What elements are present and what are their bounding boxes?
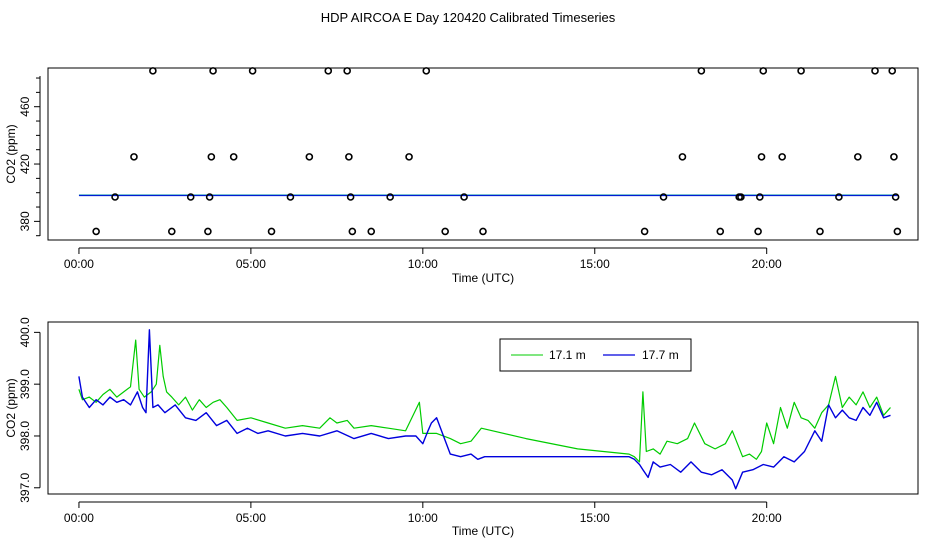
bottom-panel-x-tick-label: 20:00 bbox=[752, 511, 782, 525]
calibration-point bbox=[835, 193, 843, 201]
top-panel-y-axis: 380 420 460 bbox=[18, 76, 41, 237]
calibration-point bbox=[348, 227, 357, 236]
calibration-point bbox=[130, 153, 138, 161]
bottom-panel-y-tick-label: 400.0 bbox=[18, 317, 32, 347]
top-panel-y-tick-label: 460 bbox=[18, 96, 32, 116]
top-panel-x-tick-label: 20:00 bbox=[752, 257, 782, 271]
legend-box bbox=[499, 338, 692, 372]
series-line-17-1-m bbox=[78, 339, 891, 463]
calibration-point bbox=[737, 193, 745, 201]
calibration-point bbox=[204, 227, 212, 236]
calibration-point bbox=[854, 153, 862, 161]
bottom-panel-y-tick-label: 397.0 bbox=[18, 472, 32, 502]
calibration-point bbox=[343, 67, 351, 75]
calibration-point bbox=[797, 67, 805, 75]
top-panel-x-axis-label: Time (UTC) bbox=[452, 271, 514, 285]
calibration-point bbox=[205, 193, 214, 201]
calibration-point bbox=[405, 153, 413, 161]
calibration-point bbox=[286, 193, 295, 201]
calibration-point bbox=[209, 67, 217, 75]
top-panel-x-tick-label: 15:00 bbox=[580, 257, 610, 271]
calibration-point bbox=[305, 153, 314, 161]
calibration-point bbox=[754, 227, 762, 236]
calibration-point bbox=[441, 227, 449, 236]
top-panel-y-axis-label: CO2 (ppm) bbox=[4, 124, 18, 183]
top-panel: 00:00 05:00 10:00 15:00 20:00 380 420 460 Time… bbox=[4, 67, 919, 285]
top-panel-frame bbox=[47, 67, 919, 241]
calibration-point bbox=[386, 193, 394, 201]
bottom-panel-plot-area bbox=[78, 329, 891, 490]
calibration-point bbox=[640, 227, 649, 236]
calibration-point bbox=[92, 227, 100, 236]
calibration-point bbox=[759, 67, 768, 75]
calibration-point bbox=[111, 193, 119, 201]
top-panel-x-axis: 00:00 05:00 10:00 15:00 20:00 bbox=[64, 247, 782, 271]
bottom-panel: 00:00 05:00 10:00 15:00 20:00 397.0 398.0 399.… bbox=[4, 317, 919, 538]
calibration-point bbox=[346, 193, 355, 201]
calibration-point bbox=[229, 153, 238, 161]
calibration-point bbox=[888, 67, 897, 75]
bottom-panel-x-tick-label: 10:00 bbox=[408, 511, 438, 525]
calibration-point bbox=[367, 227, 376, 236]
calibration-point bbox=[778, 153, 786, 161]
calibration-point bbox=[678, 153, 687, 161]
series-line-17-7-m bbox=[78, 329, 891, 490]
top-panel-plot-area bbox=[78, 67, 902, 236]
calibration-point bbox=[460, 193, 468, 201]
calibration-point bbox=[756, 193, 764, 201]
calibration-point bbox=[659, 193, 668, 201]
calibration-point bbox=[324, 67, 333, 75]
top-panel-x-tick-label: 05:00 bbox=[236, 257, 266, 271]
top-panel-x-tick-label: 10:00 bbox=[408, 257, 438, 271]
calibration-point bbox=[345, 153, 353, 161]
legend-label-17-7-m: 17.7 m bbox=[642, 348, 679, 362]
calibration-point bbox=[267, 227, 276, 236]
bottom-panel-x-axis: 00:00 05:00 10:00 15:00 20:00 bbox=[64, 501, 782, 525]
bottom-panel-y-axis-label: CO2 (ppm) bbox=[4, 378, 18, 437]
bottom-panel-y-tick-label: 398.0 bbox=[18, 421, 32, 451]
calibration-point bbox=[891, 193, 900, 201]
figure-title: HDP AIRCOA E Day 120420 Calibrated Times… bbox=[321, 10, 616, 25]
bottom-panel-frame bbox=[47, 321, 919, 495]
top-panel-x-tick-label: 00:00 bbox=[64, 257, 94, 271]
calibration-point bbox=[248, 67, 257, 75]
legend: 17.1 m 17.7 m bbox=[499, 338, 692, 372]
calibration-point bbox=[186, 193, 195, 201]
calibration-point bbox=[422, 67, 431, 75]
calibration-point bbox=[697, 67, 706, 75]
bottom-panel-x-tick-label: 05:00 bbox=[236, 511, 266, 525]
calibration-point bbox=[757, 153, 766, 161]
top-panel-y-tick-label: 380 bbox=[18, 211, 32, 231]
top-panel-y-tick-label: 420 bbox=[18, 154, 32, 174]
calibration-point bbox=[816, 227, 824, 236]
calibration-point bbox=[893, 227, 902, 236]
bottom-panel-y-tick-label: 399.0 bbox=[18, 369, 32, 399]
calibration-point bbox=[871, 67, 879, 75]
calibration-point bbox=[890, 153, 898, 161]
calibration-point bbox=[207, 153, 216, 161]
calibration-point bbox=[149, 67, 157, 75]
calibration-point bbox=[167, 227, 176, 236]
calibration-point bbox=[716, 227, 725, 236]
bottom-panel-y-axis: 397.0 398.0 399.0 400.0 bbox=[18, 317, 41, 503]
bottom-panel-x-tick-label: 00:00 bbox=[64, 511, 94, 525]
bottom-panel-x-tick-label: 15:00 bbox=[580, 511, 610, 525]
calibration-point bbox=[479, 227, 487, 236]
legend-label-17-1-m: 17.1 m bbox=[549, 348, 586, 362]
bottom-panel-x-axis-label: Time (UTC) bbox=[452, 524, 514, 538]
